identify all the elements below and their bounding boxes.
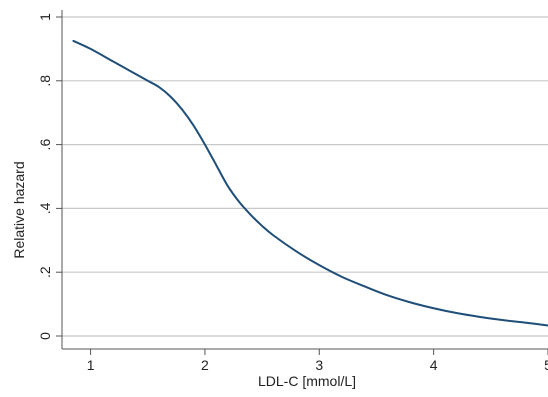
- x-tick-label: 5: [544, 357, 548, 373]
- series-layer: [72, 39, 548, 327]
- y-tick-label: 1: [37, 13, 53, 21]
- x-ticks: 1 2 3 4 5: [87, 349, 548, 373]
- series-line: [72, 39, 548, 327]
- x-tick-label: 4: [430, 357, 438, 373]
- y-ticks: 0 .2 .4 .6 .8 1: [37, 13, 62, 340]
- y-tick-label: .2: [37, 266, 53, 278]
- x-tick-label: 2: [201, 357, 209, 373]
- y-tick-label: .8: [37, 75, 53, 87]
- y-tick-label: .6: [37, 139, 53, 151]
- y-axis-label: Relative hazard: [11, 161, 27, 258]
- plot-frame: [61, 10, 548, 350]
- x-tick-label: 3: [315, 357, 323, 373]
- y-tick-label: .4: [37, 202, 53, 214]
- x-tick-label: 1: [87, 357, 95, 373]
- x-axis-label: LDL-C [mmol/L]: [258, 373, 356, 389]
- y-tick-label: 0: [37, 332, 53, 340]
- gridlines: [62, 16, 548, 337]
